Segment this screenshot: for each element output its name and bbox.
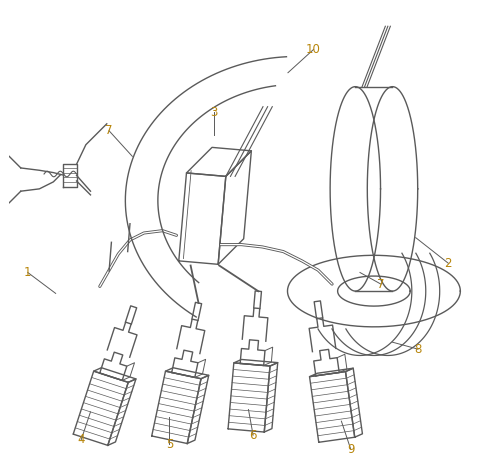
Text: 2: 2: [444, 257, 452, 270]
Text: 1: 1: [24, 266, 31, 279]
Text: 7: 7: [377, 278, 384, 291]
Text: 5: 5: [166, 438, 173, 451]
Text: 6: 6: [249, 429, 257, 442]
Text: 8: 8: [414, 343, 422, 356]
Text: 4: 4: [77, 433, 85, 446]
Text: 7: 7: [105, 124, 113, 137]
Text: 3: 3: [210, 106, 217, 119]
Text: 9: 9: [347, 443, 355, 456]
Text: 10: 10: [306, 43, 321, 56]
